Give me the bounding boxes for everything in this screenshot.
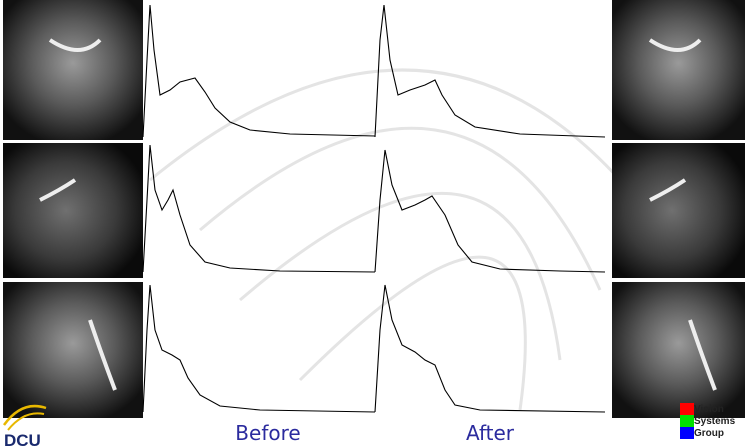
- caption-before: Before: [235, 421, 300, 445]
- mri-before-3: [3, 282, 143, 418]
- mri-before-1: [3, 0, 143, 140]
- slide: Before After DCU Vision Systems Group: [0, 0, 745, 448]
- histogram-before-2: [143, 145, 375, 272]
- mri-before-2: [3, 143, 143, 278]
- caption-after: After: [466, 421, 515, 445]
- group-logo-line: Vision: [694, 404, 724, 415]
- histogram-before-3: [143, 285, 375, 412]
- mri-after-1: [612, 0, 745, 140]
- histogram-after-3: [375, 285, 605, 412]
- group-logo-line: Systems: [694, 416, 736, 427]
- logo-text: DCU: [4, 431, 41, 448]
- background-arcs: [150, 70, 620, 410]
- histogram-before-1: [143, 5, 375, 137]
- mri-after-2: [612, 143, 745, 278]
- mri-after-3: [612, 282, 745, 418]
- slide-canvas: Before After DCU Vision Systems Group: [0, 0, 745, 448]
- histogram-after-2: [375, 150, 605, 272]
- group-logo-line: Group: [694, 428, 724, 439]
